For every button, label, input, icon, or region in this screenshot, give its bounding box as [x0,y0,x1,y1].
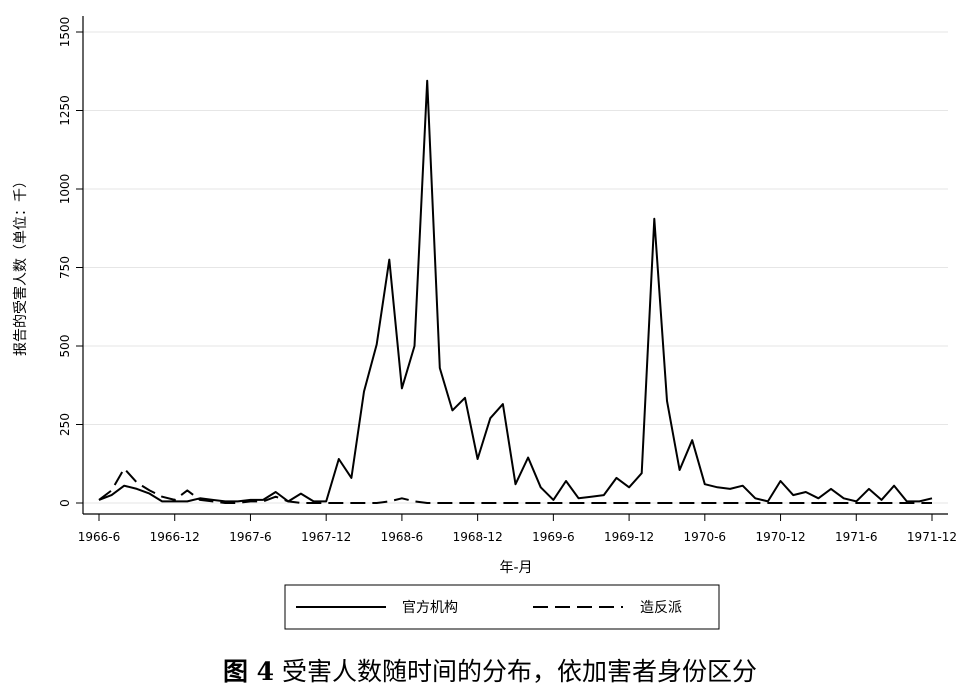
legend-label-rebel: 造反派 [640,600,682,616]
y-axis-label: 报告的受害人数（单位：千） [13,174,29,356]
x-tick-label: 1971-6 [835,530,878,544]
y-tick-label: 1500 [58,17,72,48]
x-tick-label: 1969-6 [532,530,575,544]
y-tick-label: 250 [58,413,72,436]
x-tick-label: 1970-6 [684,530,727,544]
x-tick-label: 1968-6 [381,530,424,544]
x-tick-label: 1967-6 [229,530,272,544]
x-tick-label: 1968-12 [453,530,503,544]
x-axis-label: 年-月 [499,560,532,576]
x-tick-label: 1966-6 [78,530,121,544]
x-ticks: 1966-6 1966-12 1967-6 1967-12 1968-6 1968-12 1… [78,514,957,544]
y-tick-label: 1250 [58,95,72,126]
y-tick-label: 750 [58,256,72,279]
y-ticks: 0 250 500 750 1000 1250 1500 [58,17,83,507]
y-tick-label: 0 [58,499,72,507]
x-tick-label: 1971-12 [907,530,957,544]
series-lines [98,79,933,504]
series-line-rebel [98,467,932,504]
legend: 官方机构 造反派 [284,584,720,630]
victims-line-chart: 0 250 500 750 1000 1250 1500 1966-6 1966-12 1967… [13,16,957,630]
y-tick-label: 1000 [58,174,72,205]
figure-number: 图 4 [222,657,275,686]
gridlines [83,31,948,504]
caption-text: 受害人数随时间的分布，依加害者身份区分 [282,657,758,686]
x-tick-label: 1969-12 [604,530,654,544]
legend-label-official: 官方机构 [402,600,458,616]
x-tick-label: 1966-12 [150,530,200,544]
x-tick-label: 1970-12 [755,530,805,544]
y-tick-label: 500 [58,335,72,358]
series-line-official [98,79,933,503]
figure-caption: 图 4 受害人数随时间的分布，依加害者身份区分 [0,652,980,688]
x-tick-label: 1967-12 [301,530,351,544]
